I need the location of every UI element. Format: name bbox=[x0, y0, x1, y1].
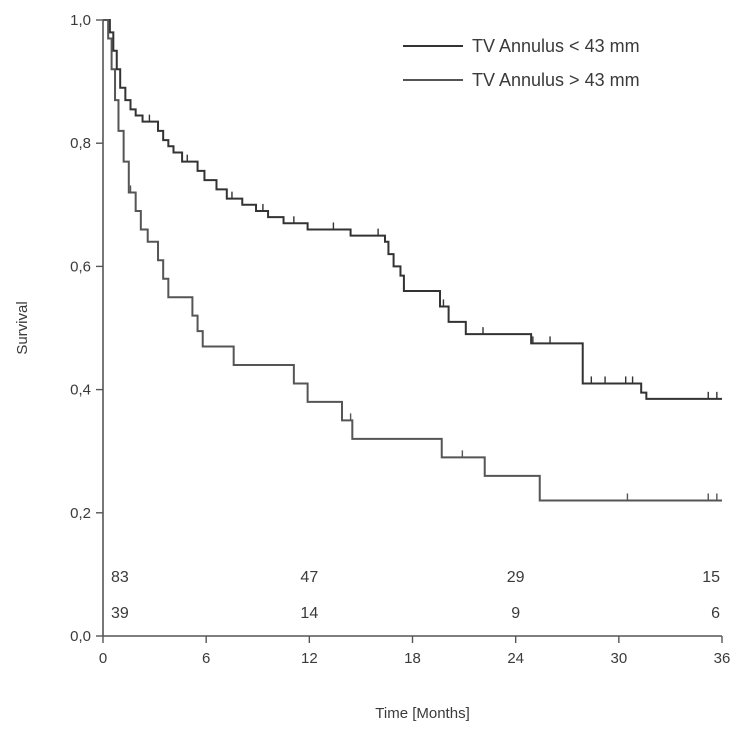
risk-table: 83 47 29 15 39 14 9 6 bbox=[111, 569, 720, 622]
y-tick-label: 0,6 bbox=[70, 258, 91, 275]
x-tick-label: 18 bbox=[404, 650, 421, 667]
x-tick-label: 36 bbox=[714, 650, 731, 667]
legend-label-annulus-small: TV Annulus < 43 mm bbox=[472, 36, 640, 56]
risk-count: 14 bbox=[300, 605, 318, 622]
risk-count: 6 bbox=[711, 605, 720, 622]
x-ticks: 0 6 12 18 24 30 36 bbox=[99, 636, 731, 667]
x-axis-title: Time [Months] bbox=[375, 705, 469, 722]
y-ticks: 0,0 0,2 0,4 0,6 0,8 1,0 bbox=[70, 12, 103, 645]
risk-count: 83 bbox=[111, 569, 129, 586]
x-tick-label: 24 bbox=[507, 650, 524, 667]
x-tick-label: 12 bbox=[301, 650, 318, 667]
y-tick-label: 0,8 bbox=[70, 135, 91, 152]
y-tick-label: 0,4 bbox=[70, 382, 91, 399]
risk-count: 29 bbox=[507, 569, 525, 586]
x-tick-label: 6 bbox=[202, 650, 210, 667]
x-tick-label: 0 bbox=[99, 650, 107, 667]
y-tick-label: 0,0 bbox=[70, 628, 91, 645]
risk-count: 39 bbox=[111, 605, 129, 622]
axes bbox=[102, 20, 722, 637]
y-tick-label: 0,2 bbox=[70, 505, 91, 522]
series-layer bbox=[103, 19, 722, 502]
y-axis-title: Survival bbox=[14, 301, 31, 354]
series-line-0 bbox=[103, 19, 722, 400]
y-tick-label: 1,0 bbox=[70, 12, 91, 29]
x-tick-label: 30 bbox=[610, 650, 627, 667]
legend-label-annulus-large: TV Annulus > 43 mm bbox=[472, 70, 640, 90]
risk-count: 9 bbox=[511, 605, 520, 622]
series-line-1 bbox=[103, 19, 722, 502]
legend: TV Annulus < 43 mm TV Annulus > 43 mm bbox=[403, 36, 640, 90]
risk-count: 15 bbox=[702, 569, 720, 586]
risk-count: 47 bbox=[300, 569, 318, 586]
